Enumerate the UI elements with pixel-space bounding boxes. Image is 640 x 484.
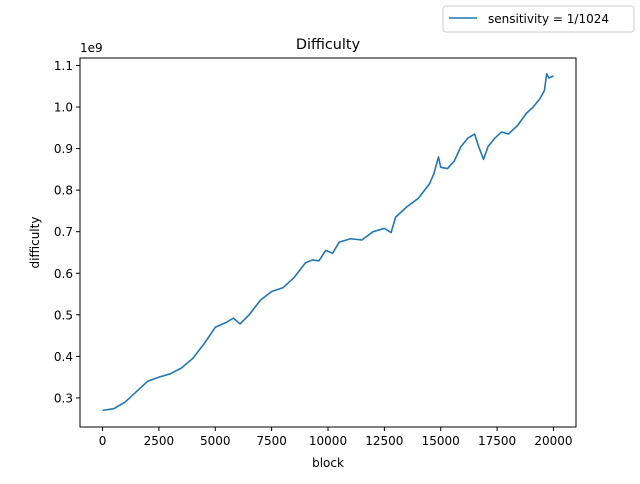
- chart-title: Difficulty: [296, 37, 361, 53]
- y-tick-label: 0.4: [54, 350, 73, 364]
- series-line-0: [102, 72, 554, 412]
- y-axis-ticks: 0.3 0.4 0.5 0.6 0.7 0.8 0.9 1.0 1.1: [54, 59, 80, 405]
- x-tick-label: 5000: [200, 434, 231, 448]
- y-tick-label: 0.8: [54, 184, 73, 198]
- y-tick-label: 1.1: [54, 59, 73, 73]
- x-tick-label: 15000: [422, 434, 460, 448]
- legend: sensitivity = 1/1024: [442, 5, 635, 33]
- x-tick-label: 20000: [534, 434, 572, 448]
- y-tick-label: 1.0: [54, 101, 73, 115]
- x-tick-label: 7500: [256, 434, 287, 448]
- y-tick-label: 0.9: [54, 142, 73, 156]
- y-tick-label: 0.6: [54, 267, 73, 281]
- x-tick-label: 10000: [309, 434, 347, 448]
- x-tick-label: 2500: [144, 434, 175, 448]
- x-axis-ticks: 0 2500 5000 7500 10000 12500 15000 17500 20000: [99, 427, 573, 448]
- legend-box: [442, 5, 635, 33]
- y-tick-label: 0.3: [54, 391, 73, 405]
- x-tick-label: 17500: [478, 434, 516, 448]
- y-axis-offset-label: 1e9: [80, 41, 103, 55]
- y-tick-label: 0.5: [54, 308, 73, 322]
- series-layer: [102, 72, 554, 412]
- y-axis-label: difficulty: [28, 217, 42, 269]
- x-tick-label: 12500: [365, 434, 403, 448]
- y-tick-label: 0.7: [54, 225, 73, 239]
- x-axis-label: block: [312, 456, 344, 470]
- x-tick-label: 0: [99, 434, 107, 448]
- legend-entry: sensitivity = 1/1024: [488, 12, 609, 26]
